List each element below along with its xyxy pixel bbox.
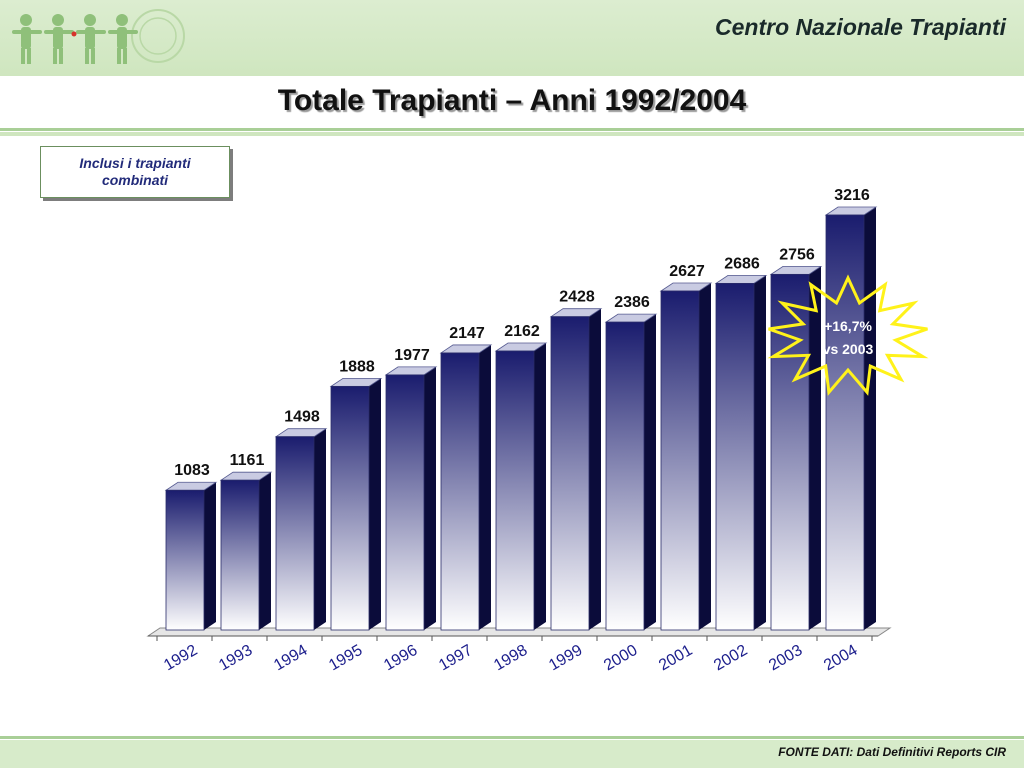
x-tick-label: 1994 [271, 642, 310, 675]
bar-value-label: 1083 [174, 462, 210, 479]
bar-front [605, 321, 645, 631]
source-note: FONTE DATI: Dati Definitivi Reports CIR [778, 745, 1006, 759]
bar [494, 342, 548, 631]
bar-front [495, 350, 535, 631]
bar-value-label: 1498 [284, 409, 320, 426]
starburst-shape [767, 274, 929, 396]
bar-front [660, 290, 700, 631]
divider-stripe [0, 132, 1024, 136]
note-text: Inclusi i trapianti combinati [79, 155, 191, 188]
growth-percent: +16,7% [824, 318, 872, 334]
note-box: Inclusi i trapianti combinati [40, 146, 230, 198]
divider-stripe [0, 128, 1024, 131]
bar-value-label: 2686 [724, 255, 760, 272]
footer-stripe [0, 736, 1024, 739]
bar-side [589, 308, 601, 630]
bar-side [754, 275, 766, 630]
bar [164, 481, 218, 631]
bar [659, 282, 713, 631]
bar [714, 274, 768, 631]
x-tick-label: 2003 [766, 642, 805, 675]
growth-comparison: vs 2003 [823, 341, 874, 357]
bar-value-label: 1888 [339, 358, 375, 375]
header-band: Centro Nazionale Trapianti [0, 0, 1024, 76]
bar [549, 308, 603, 631]
x-tick-label: 2001 [656, 642, 695, 675]
x-tick-label: 1993 [216, 642, 255, 675]
bar-side [809, 266, 821, 630]
bar-side [479, 344, 491, 630]
footer-band [0, 740, 1024, 768]
tick-labels-group: 1992 1993 1994 1995 1996 1997 1998 1999 2000 2001… [161, 642, 860, 675]
bar [219, 471, 273, 631]
bar-side [259, 472, 271, 630]
bar-side [864, 207, 876, 630]
bar [439, 344, 493, 631]
bar-value-label: 3216 [834, 187, 870, 204]
page-title: Totale Trapianti – Anni 1992/2004 [277, 84, 747, 117]
bar-value-label: 2756 [779, 246, 815, 263]
bar-side [644, 314, 656, 630]
x-tick-label: 2000 [601, 642, 640, 675]
bar-front [825, 214, 865, 631]
bar [329, 377, 383, 631]
x-tick-label: 1995 [326, 642, 365, 675]
bar-value-label: 1977 [394, 347, 430, 364]
bar-front [440, 352, 480, 631]
bar [274, 428, 328, 631]
bar-value-label: 2162 [504, 323, 540, 340]
bar [604, 313, 658, 631]
bar-front [550, 316, 590, 631]
bar-labels-group: 1083 1161 1498 1888 1977 2147 2162 2428 2386 2627… [174, 187, 870, 479]
bar-value-label: 2147 [449, 325, 485, 342]
bar-chart: 1083 1161 1498 1888 1977 2147 2162 2428 2386 2627… [146, 187, 929, 675]
bar [769, 265, 823, 631]
bars-group [164, 206, 878, 631]
bar-front [220, 479, 260, 631]
x-tick-label: 2004 [821, 642, 860, 675]
bar-front [275, 436, 315, 631]
x-tick-label: 1998 [491, 642, 530, 675]
bar-side [534, 343, 546, 630]
bar-front [165, 489, 205, 631]
bar [824, 206, 878, 631]
growth-starburst: +16,7% vs 2003 [767, 274, 929, 396]
bar [384, 366, 438, 631]
bar-value-label: 2386 [614, 294, 650, 311]
x-tick-label: 1997 [436, 642, 475, 675]
bar-value-label: 2627 [669, 263, 705, 280]
bar-side [314, 428, 326, 630]
x-tick-label: 1999 [546, 642, 585, 675]
bar-value-label: 1161 [230, 452, 265, 469]
title-band [0, 76, 1024, 132]
people-figures-logo-icon [12, 9, 185, 64]
x-tick-label: 2002 [711, 642, 750, 675]
bar-value-label: 2428 [559, 289, 595, 306]
org-name: Centro Nazionale Trapianti [715, 14, 1006, 40]
x-tick-label: 1996 [381, 642, 420, 675]
bar-front [330, 385, 370, 631]
bar-side [699, 283, 711, 630]
bar-side [424, 366, 436, 630]
bar-side [204, 482, 216, 630]
bar-front [385, 374, 425, 631]
bar-front [715, 282, 755, 631]
x-tick-label: 1992 [161, 642, 200, 675]
bar-side [369, 378, 381, 630]
